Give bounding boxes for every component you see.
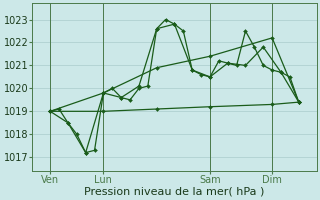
X-axis label: Pression niveau de la mer( hPa ): Pression niveau de la mer( hPa ) xyxy=(84,187,265,197)
